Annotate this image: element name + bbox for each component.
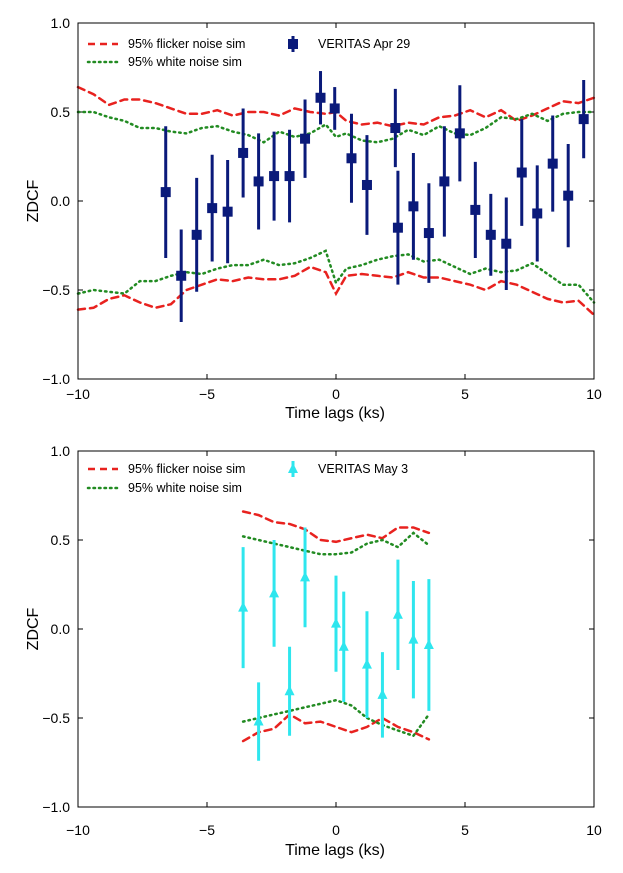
- plot-frame: [77, 450, 595, 808]
- data-point: [578, 114, 589, 125]
- y-tick-label: −0.5: [42, 282, 70, 298]
- y-tick-label: 0.5: [51, 532, 71, 548]
- data-point: [485, 229, 496, 240]
- legend-veritas-marker: [288, 463, 298, 473]
- data-point: [516, 167, 527, 178]
- y-tick-label: 1.0: [51, 443, 71, 459]
- legend: 95% flicker noise sim 95% white noise si…: [86, 461, 408, 495]
- data-point: [408, 633, 419, 644]
- y-tick-label: 0.0: [51, 621, 71, 637]
- data-point: [300, 133, 311, 144]
- y-axis-label: ZDCF: [25, 607, 42, 650]
- data-point: [439, 176, 450, 187]
- data-point: [361, 658, 372, 669]
- data-point: [329, 103, 340, 114]
- flicker-noise-upper-line: [241, 510, 431, 544]
- data-point: [253, 715, 264, 726]
- data-point: [454, 128, 465, 139]
- y-tick-label: −0.5: [42, 710, 70, 726]
- data-point: [392, 608, 403, 619]
- data-point: [377, 688, 388, 699]
- data-point: [547, 158, 558, 169]
- x-tick-labels: −10 −5 0 5 10: [66, 386, 602, 402]
- data-point: [315, 92, 326, 103]
- x-tick-label: −5: [199, 822, 215, 838]
- x-tick-label: 10: [586, 386, 602, 402]
- data-point: [284, 685, 295, 696]
- x-tick-label: 0: [332, 386, 340, 402]
- chart-panel-apr29: ZDCF Time lags (ks) −10 −5 0 5 10 −1.0 −…: [25, 15, 602, 422]
- data-point: [160, 187, 171, 198]
- x-tick-label: −5: [199, 386, 215, 402]
- data-point: [392, 222, 403, 233]
- legend: 95% flicker noise sim 95% white noise si…: [86, 36, 410, 69]
- data-point: [269, 587, 280, 598]
- data-point: [563, 190, 574, 201]
- data-point: [423, 639, 434, 650]
- x-tick-label: 5: [461, 822, 469, 838]
- x-axis-label: Time lags (ks): [285, 842, 385, 859]
- plot-frame: [77, 22, 595, 380]
- y-tick-labels: −1.0 −0.5 0.0 0.5 1.0: [42, 15, 70, 387]
- y-axis-title: ZDCF: [25, 607, 42, 650]
- data-point: [408, 201, 419, 212]
- x-axis-label: Time lags (ks): [285, 405, 385, 422]
- plot-area: [77, 450, 595, 808]
- data-point: [176, 270, 187, 281]
- data-point: [423, 228, 434, 239]
- legend-veritas-marker: [288, 39, 298, 49]
- data-point: [222, 206, 233, 217]
- x-tick-label: 0: [332, 822, 340, 838]
- white-noise-upper-line: [76, 110, 596, 144]
- data-point: [338, 640, 349, 651]
- data-point: [253, 176, 264, 187]
- legend-white-label: 95% white noise sim: [128, 481, 242, 495]
- data-point: [331, 617, 341, 628]
- x-tick-label: −10: [66, 386, 90, 402]
- plot-area: [76, 22, 596, 380]
- legend-white-label: 95% white noise sim: [128, 55, 242, 69]
- data-point: [361, 179, 372, 190]
- data-point: [284, 171, 295, 182]
- data-point: [532, 208, 543, 219]
- y-tick-label: −1.0: [42, 371, 70, 387]
- data-point: [238, 147, 249, 158]
- data-point: [238, 601, 249, 612]
- white-noise-lower-line: [241, 698, 431, 738]
- y-tick-label: 0.5: [51, 104, 71, 120]
- data-point: [470, 204, 481, 215]
- data-point: [390, 123, 401, 134]
- flicker-noise-lower-line: [241, 712, 431, 743]
- data-point: [207, 203, 218, 214]
- y-tick-label: 0.0: [51, 193, 71, 209]
- legend-flicker-label: 95% flicker noise sim: [128, 462, 245, 476]
- x-tick-label: −10: [66, 822, 90, 838]
- y-tick-label: 1.0: [51, 15, 71, 31]
- y-tick-label: −1.0: [42, 799, 70, 815]
- legend-veritas-label: VERITAS Apr 29: [318, 37, 410, 51]
- chart-panel-may3: ZDCF Time lags (ks) −10 −5 0 5 10 −1.0 −…: [25, 443, 602, 859]
- white-noise-upper-line: [241, 531, 431, 556]
- x-tick-label: 5: [461, 386, 469, 402]
- flicker-noise-lower-line: [76, 265, 596, 317]
- data-point: [191, 229, 202, 240]
- data-point: [269, 171, 280, 182]
- y-axis-title: ZDCF: [25, 179, 42, 222]
- data-point: [300, 571, 311, 582]
- data-point: [501, 238, 512, 249]
- data-point: [346, 153, 357, 164]
- x-tick-label: 10: [586, 822, 602, 838]
- y-axis-label: ZDCF: [25, 179, 42, 222]
- x-tick-labels: −10 −5 0 5 10: [66, 822, 602, 838]
- legend-veritas-label: VERITAS May 3: [318, 462, 408, 476]
- legend-flicker-label: 95% flicker noise sim: [128, 37, 245, 51]
- y-tick-labels: −1.0 −0.5 0.0 0.5 1.0: [42, 443, 70, 815]
